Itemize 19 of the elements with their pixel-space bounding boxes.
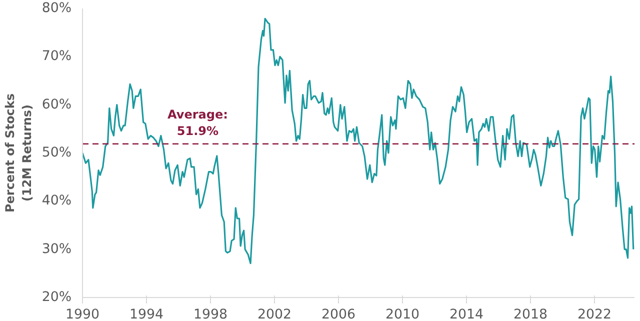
line-series [82, 18, 634, 264]
ref-line-label: Average: 51.9% [168, 107, 228, 138]
y-tick-label: 70% [42, 49, 72, 64]
x-tick-label: 2006 [322, 308, 356, 321]
y-tick-label: 40% [42, 194, 72, 209]
y-tick-label: 80% [42, 1, 72, 16]
x-tick-label: 2010 [386, 308, 420, 321]
x-tick-label: 2018 [514, 308, 548, 321]
x-tick-label: 2014 [450, 308, 484, 321]
y-tick-label: 60% [42, 97, 72, 112]
y-tick-label: 30% [42, 242, 72, 257]
y-axis-title: Percent of Stocks (12M Returns) [3, 93, 34, 213]
x-tick-label: 1998 [194, 308, 228, 321]
x-tick-label: 1994 [130, 308, 164, 321]
y-tick-label: 20% [42, 290, 72, 305]
x-tick-label: 2002 [258, 308, 292, 321]
x-tick-label: 2022 [578, 308, 612, 321]
x-tick-label: 1990 [66, 308, 100, 321]
y-tick-label: 50% [42, 146, 72, 160]
